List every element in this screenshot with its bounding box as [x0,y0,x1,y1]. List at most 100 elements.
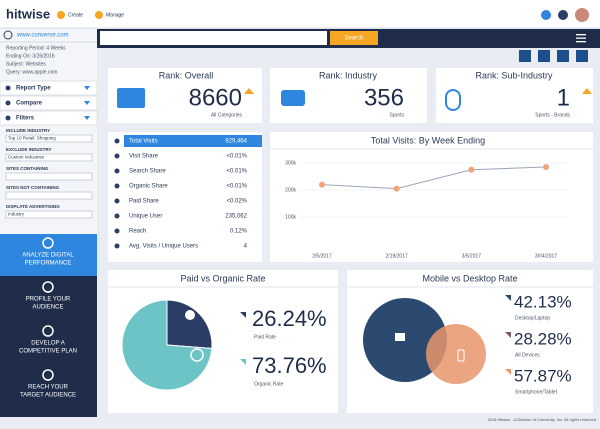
filter-value[interactable]: Custom Industries [8,155,45,160]
create-icon[interactable] [57,11,65,19]
site[interactable]: www.converse.com [16,33,69,39]
legend-label: Desktop/Laptop [515,315,550,321]
rank-title: Rank: Industry [319,70,378,80]
nav-label[interactable]: REACH YOUR [28,385,69,391]
card [108,132,262,262]
chevron [84,116,90,120]
metric-value: <0.01% [226,169,247,175]
legend-value: 28.28% [514,329,572,348]
legend-value: 26.24% [252,306,327,331]
tool-icon[interactable] [538,50,550,62]
menu-bar [576,37,586,39]
nav-icon [42,325,54,337]
tool-icon[interactable] [557,50,569,62]
filter-input[interactable] [5,210,93,219]
search-button[interactable] [330,31,378,45]
metric-highlight[interactable] [124,135,262,147]
chart-title: Mobile vs Desktop Rate [422,273,517,283]
metric-icon [114,183,120,189]
nav-icon [42,237,54,249]
metric-value: <0.02% [226,199,247,205]
nav-label[interactable]: AUDIENCE [32,305,63,311]
filter-input[interactable] [5,134,93,143]
pie-slice [121,299,213,391]
clock-icon[interactable] [558,10,568,20]
legend-marker [240,312,246,318]
nav-label[interactable]: DEVELOP A [31,341,65,347]
accordion-label[interactable]: Compare [16,101,43,107]
nav-create[interactable]: Create [68,12,83,18]
metric-label[interactable]: Visit Share [129,154,159,160]
accordion-label[interactable]: Report Type [16,86,51,92]
nav-panel [0,276,97,417]
nav-label[interactable]: COMPETITIVE PLAN [19,349,77,355]
chevron [84,86,90,90]
menu-icon[interactable] [576,34,586,43]
accordion[interactable] [0,110,98,126]
tool-icon[interactable] [576,50,588,62]
accordion-icon [5,85,11,91]
rank-value: 1 [557,84,570,111]
x-tick-label: 3/5/2017 [462,253,482,259]
rank-sub: Sports - Brands [535,112,570,118]
nav-active[interactable] [0,234,97,276]
legend-marker [240,359,246,365]
metric-label[interactable]: Search Share [129,169,166,175]
nav-label[interactable]: PROFILE YOUR [26,297,71,303]
y-tick-label: 300k [285,160,296,166]
tool-icon[interactable] [519,50,531,62]
search-button-label[interactable]: Search [344,36,363,42]
slice-icon [185,310,195,320]
metric-value: <0.01% [226,154,247,160]
metric-label[interactable]: Reach [129,229,146,235]
search-input[interactable] [100,31,327,45]
legend-value: 57.87% [514,366,572,385]
star-icon[interactable] [3,30,13,40]
rank-title: Rank: Overall [159,70,214,80]
nav-label[interactable]: ANALYZE DIGITAL [22,253,74,259]
metric-value: 4 [244,244,248,250]
metric-icon [114,168,120,174]
filter-label: EXCLUDE INDUSTRY [6,147,52,152]
filter-input[interactable] [5,172,93,181]
info-line: Ending On: 3/26/2016 [6,53,55,59]
nav-manage[interactable]: Manage [106,12,124,18]
point [393,185,400,192]
metric-label[interactable]: Avg. Visits / Unique Users [129,244,198,250]
point [319,181,325,188]
filter-input[interactable] [5,191,93,200]
chart-title: Paid vs Organic Rate [180,273,265,283]
metric-label[interactable]: Paid Share [129,199,159,205]
nav-icon [42,281,54,293]
accordion[interactable] [0,80,98,96]
filter-input[interactable] [5,153,93,162]
info-line: Query: www.apple.com [6,69,57,75]
chart-title: Total Visits: By Week Ending [371,135,485,145]
legend-label: Paid Rate [254,334,276,340]
legend-value: 42.13% [514,292,572,311]
card [270,132,593,262]
legend-value: 73.76% [252,353,327,378]
avatar[interactable] [575,8,589,22]
nav-label[interactable]: TARGET AUDIENCE [20,393,76,399]
filter-value[interactable]: Top 10 Retail: Shopping [8,136,56,141]
x-tick-label: 2/5/2017 [312,253,332,259]
metric-value: 235,062 [225,214,247,220]
accordion-label[interactable]: Filters [16,116,35,122]
metric-label[interactable]: Total Visits [129,139,158,145]
accordion[interactable] [0,95,98,111]
manage-icon[interactable] [95,11,103,19]
metric-label[interactable]: Organic Share [129,184,168,190]
logo[interactable]: hitwise [6,6,50,21]
rank-icon [281,90,305,106]
help-icon[interactable] [541,10,551,20]
footer: 2018 Hitwise - A Division of Connexity, … [488,417,596,422]
filter-value[interactable]: Industry [8,212,25,217]
metric-icon [114,198,120,204]
filter-label: INCLUDE INDUSTRY [6,128,50,133]
info-line: Reporting Period: 4 Weeks [6,45,66,51]
metric-label[interactable]: Unique User [129,214,162,220]
nav-label[interactable]: PERFORMANCE [25,261,72,267]
accordion-icon [5,100,11,106]
